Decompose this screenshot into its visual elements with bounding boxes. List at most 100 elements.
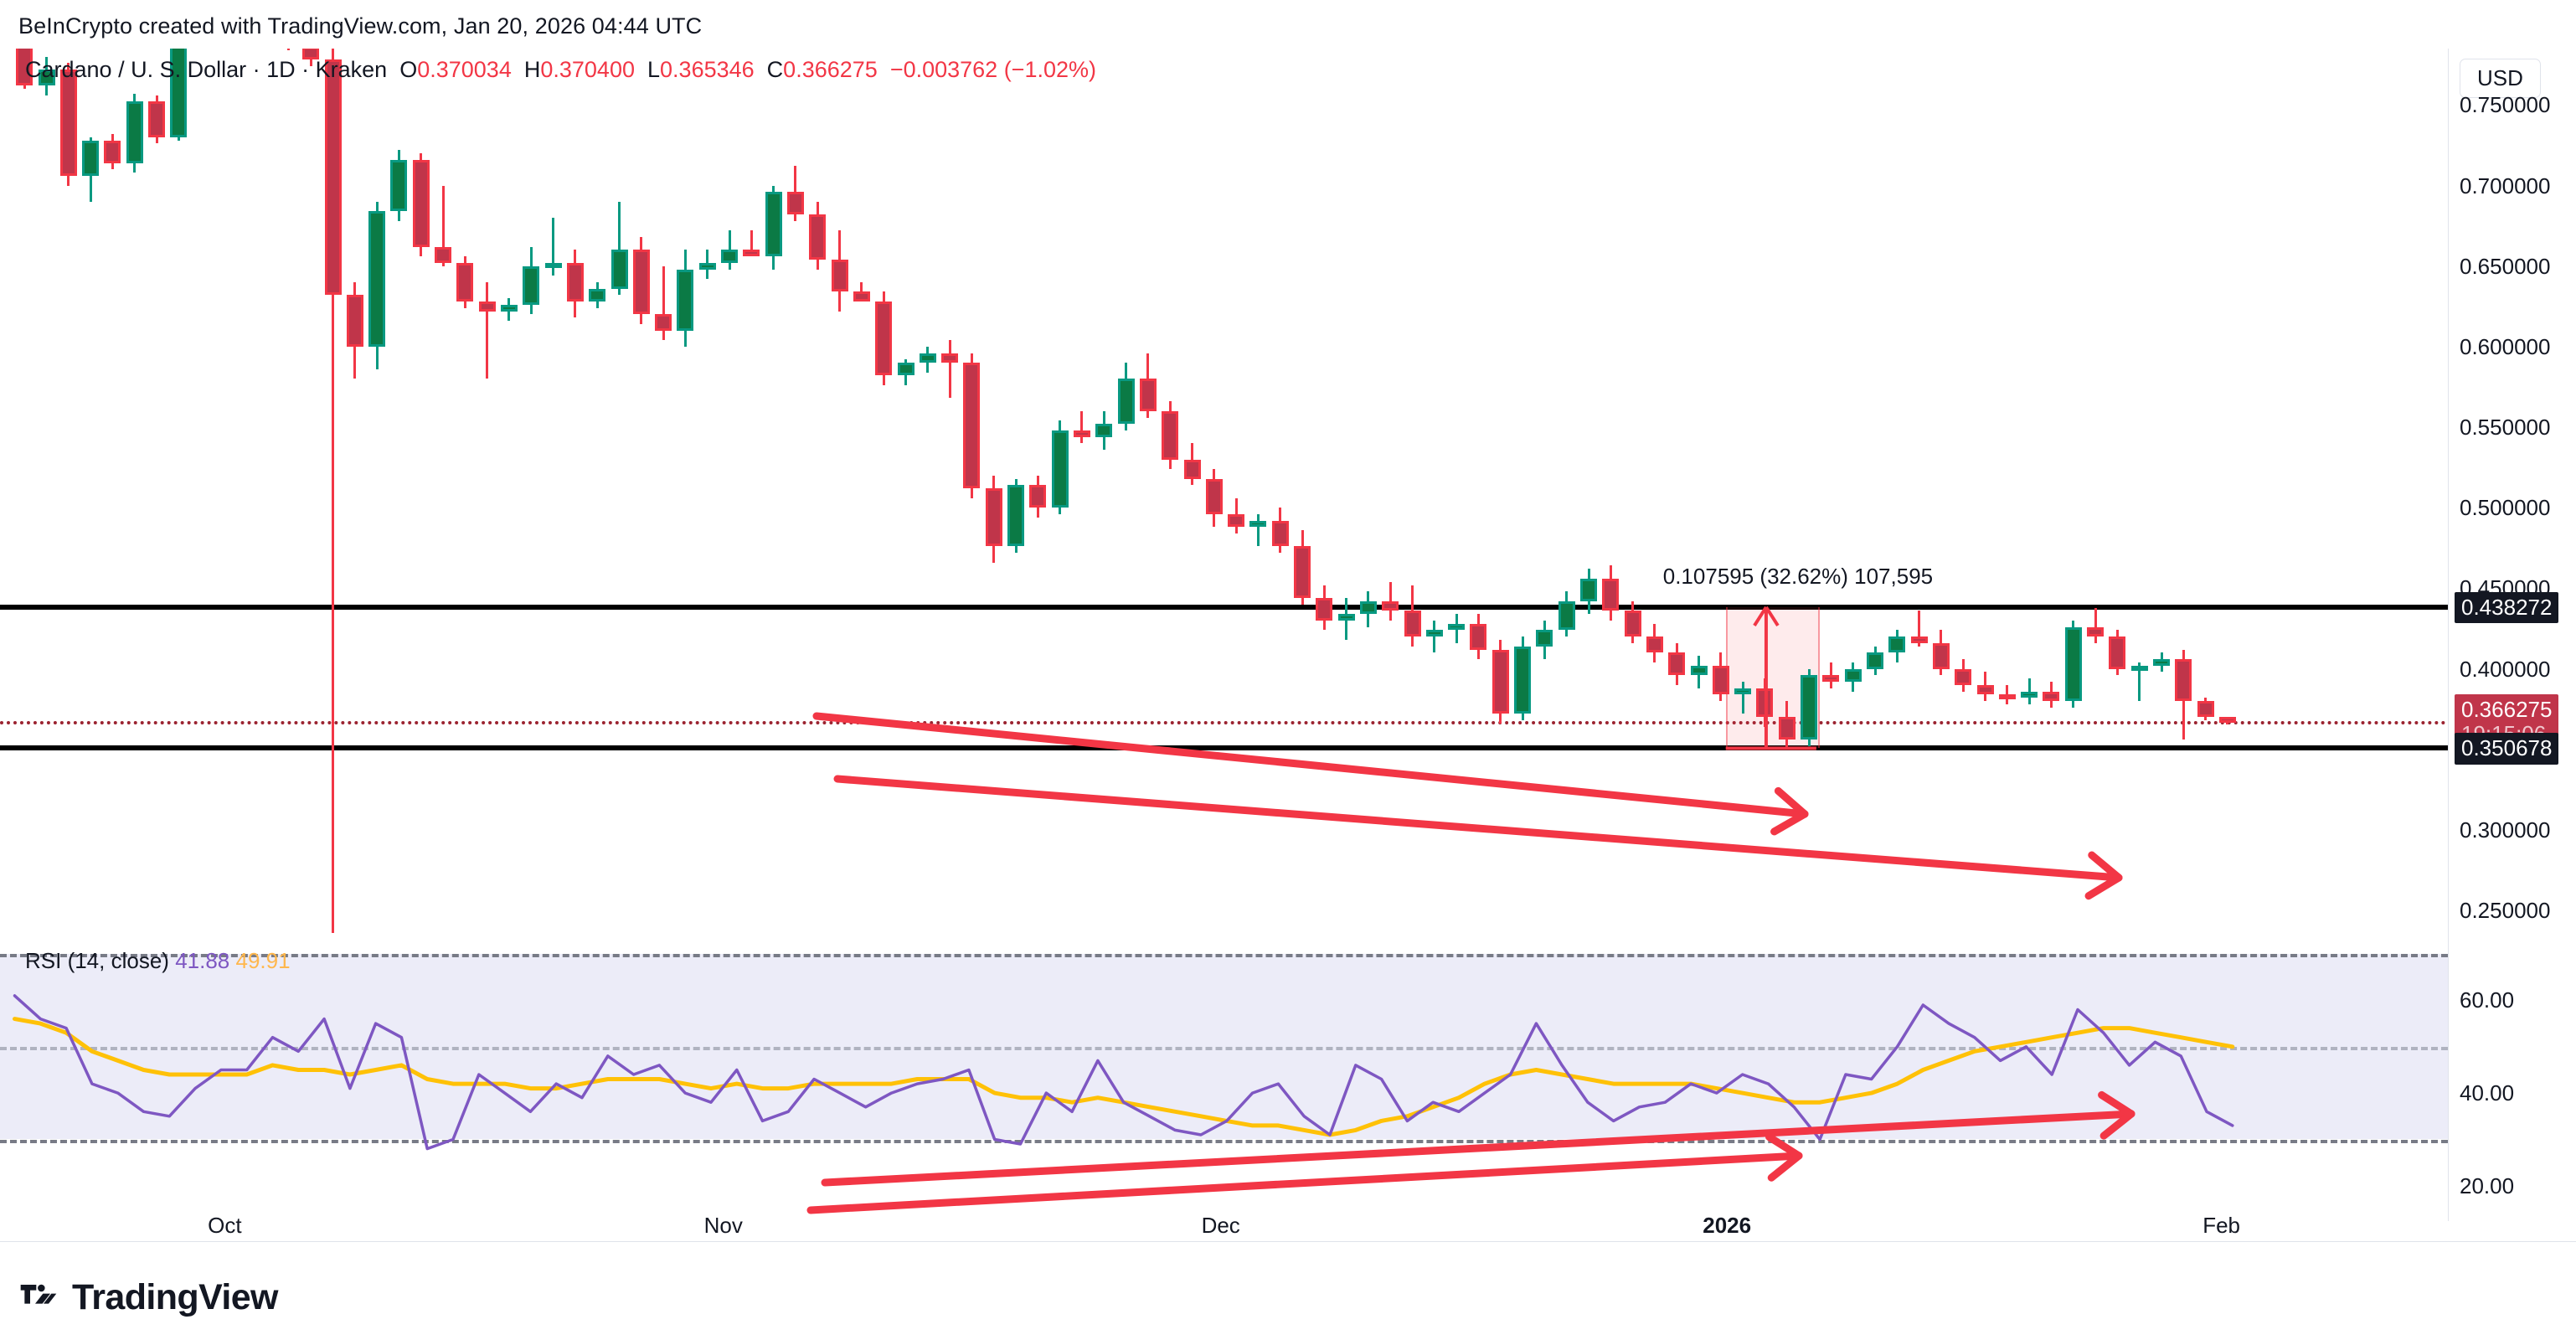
- candle-body[interactable]: [478, 302, 496, 312]
- candle-body[interactable]: [1580, 578, 1598, 601]
- candle-body[interactable]: [1051, 430, 1069, 508]
- candle-body[interactable]: [809, 214, 827, 260]
- price-tag[interactable]: 0.350678: [2455, 733, 2559, 765]
- candle-body[interactable]: [104, 140, 121, 163]
- candle-body[interactable]: [1470, 623, 1487, 650]
- candle-body[interactable]: [2130, 665, 2148, 671]
- candle-body[interactable]: [1007, 485, 1025, 547]
- candle-body[interactable]: [698, 262, 716, 270]
- candle-body[interactable]: [1888, 636, 1906, 653]
- candle-body[interactable]: [38, 70, 55, 86]
- candle-body[interactable]: [1955, 668, 1972, 685]
- candle-body[interactable]: [1316, 597, 1333, 621]
- candle-body[interactable]: [677, 269, 694, 331]
- candle-body[interactable]: [1932, 642, 1950, 669]
- price-scale[interactable]: USD 0.750000 0.700000 0.650000 0.600000 0.55…: [2448, 49, 2576, 1204]
- candle-body[interactable]: [1712, 665, 1729, 695]
- currency-badge[interactable]: USD: [2460, 59, 2541, 98]
- candle-body[interactable]: [985, 488, 1002, 547]
- candle-body[interactable]: [346, 295, 363, 347]
- candle-body[interactable]: [1448, 623, 1466, 631]
- candle-body[interactable]: [566, 262, 584, 302]
- candle-body[interactable]: [1205, 478, 1223, 514]
- candle-body[interactable]: [2109, 636, 2126, 669]
- legend-interval[interactable]: 1D: [266, 57, 296, 82]
- candle-body[interactable]: [1029, 485, 1047, 508]
- candle-body[interactable]: [1976, 684, 1994, 695]
- candle-body[interactable]: [632, 250, 650, 315]
- candle-body[interactable]: [1756, 688, 1774, 718]
- price-level-line[interactable]: [0, 745, 2448, 751]
- candle-body[interactable]: [456, 262, 474, 302]
- candle-body[interactable]: [786, 192, 804, 215]
- candle-body[interactable]: [170, 49, 188, 137]
- candle-body[interactable]: [1095, 424, 1113, 437]
- candle-body[interactable]: [1801, 675, 1818, 740]
- candle-body[interactable]: [655, 314, 672, 331]
- candle-body[interactable]: [963, 363, 981, 489]
- candle-body[interactable]: [1910, 636, 1928, 643]
- candle-body[interactable]: [16, 49, 33, 86]
- candle-body[interactable]: [1359, 600, 1377, 615]
- candle-body[interactable]: [368, 211, 386, 347]
- candle-body[interactable]: [126, 101, 143, 163]
- candle-body[interactable]: [1249, 520, 1267, 528]
- candle-body[interactable]: [1183, 459, 1201, 479]
- candle-body[interactable]: [1624, 611, 1641, 637]
- candle-body[interactable]: [435, 246, 452, 263]
- candle-body[interactable]: [919, 353, 936, 363]
- candle-body[interactable]: [1646, 636, 1663, 653]
- rsi-legend-name[interactable]: RSI (14, close): [25, 948, 169, 973]
- candle-body[interactable]: [831, 259, 848, 292]
- candle-body[interactable]: [1822, 675, 1840, 682]
- candle-body[interactable]: [1734, 688, 1752, 695]
- candle-body[interactable]: [1514, 646, 1532, 714]
- candle-body[interactable]: [324, 59, 342, 296]
- candle-body[interactable]: [1844, 668, 1862, 682]
- candle-body[interactable]: [390, 159, 408, 212]
- candle-body[interactable]: [1867, 652, 1884, 669]
- price-tag[interactable]: 0.438272: [2455, 591, 2559, 624]
- candle-body[interactable]: [897, 363, 914, 376]
- candle-body[interactable]: [148, 101, 166, 137]
- candle-body[interactable]: [1404, 611, 1421, 637]
- candle-body[interactable]: [2087, 626, 2105, 637]
- candle-body[interactable]: [2043, 691, 2060, 702]
- candle-body[interactable]: [2153, 659, 2170, 666]
- candle-body[interactable]: [1294, 546, 1311, 598]
- candle-body[interactable]: [875, 302, 893, 376]
- price-level-line[interactable]: [0, 604, 2448, 610]
- candle-body[interactable]: [1425, 630, 1443, 637]
- candle-body[interactable]: [1271, 520, 1289, 547]
- candle-body[interactable]: [1602, 578, 1620, 611]
- candle-body[interactable]: [2021, 691, 2038, 698]
- candle-body[interactable]: [1778, 717, 1795, 740]
- candle-body[interactable]: [743, 250, 760, 257]
- candle-body[interactable]: [1073, 430, 1090, 437]
- candle-body[interactable]: [1337, 614, 1355, 621]
- candle-body[interactable]: [853, 291, 870, 302]
- candle-body[interactable]: [82, 140, 100, 176]
- candle-body[interactable]: [2218, 717, 2236, 724]
- price-level-line[interactable]: [0, 721, 2448, 725]
- candle-body[interactable]: [1668, 652, 1686, 676]
- candle-body[interactable]: [59, 70, 77, 176]
- candle-body[interactable]: [2197, 701, 2214, 718]
- legend-symbol[interactable]: Cardano / U. S. Dollar: [25, 57, 247, 82]
- candle-body[interactable]: [1492, 649, 1509, 714]
- candle-body[interactable]: [721, 250, 739, 263]
- candle-body[interactable]: [302, 49, 320, 60]
- candle-body[interactable]: [1228, 513, 1245, 528]
- candle-body[interactable]: [1690, 665, 1708, 676]
- candle-body[interactable]: [500, 304, 518, 312]
- candle-body[interactable]: [523, 265, 540, 305]
- candle-body[interactable]: [2175, 659, 2192, 702]
- candle-body[interactable]: [1998, 694, 2016, 700]
- candle-body[interactable]: [765, 192, 782, 257]
- time-scale[interactable]: [0, 1206, 2576, 1256]
- candle-body[interactable]: [611, 250, 628, 289]
- candle-body[interactable]: [1558, 600, 1575, 631]
- candle-body[interactable]: [2064, 626, 2082, 702]
- candle-body[interactable]: [1139, 379, 1157, 411]
- rsi-indicator-pane[interactable]: [0, 945, 2448, 1204]
